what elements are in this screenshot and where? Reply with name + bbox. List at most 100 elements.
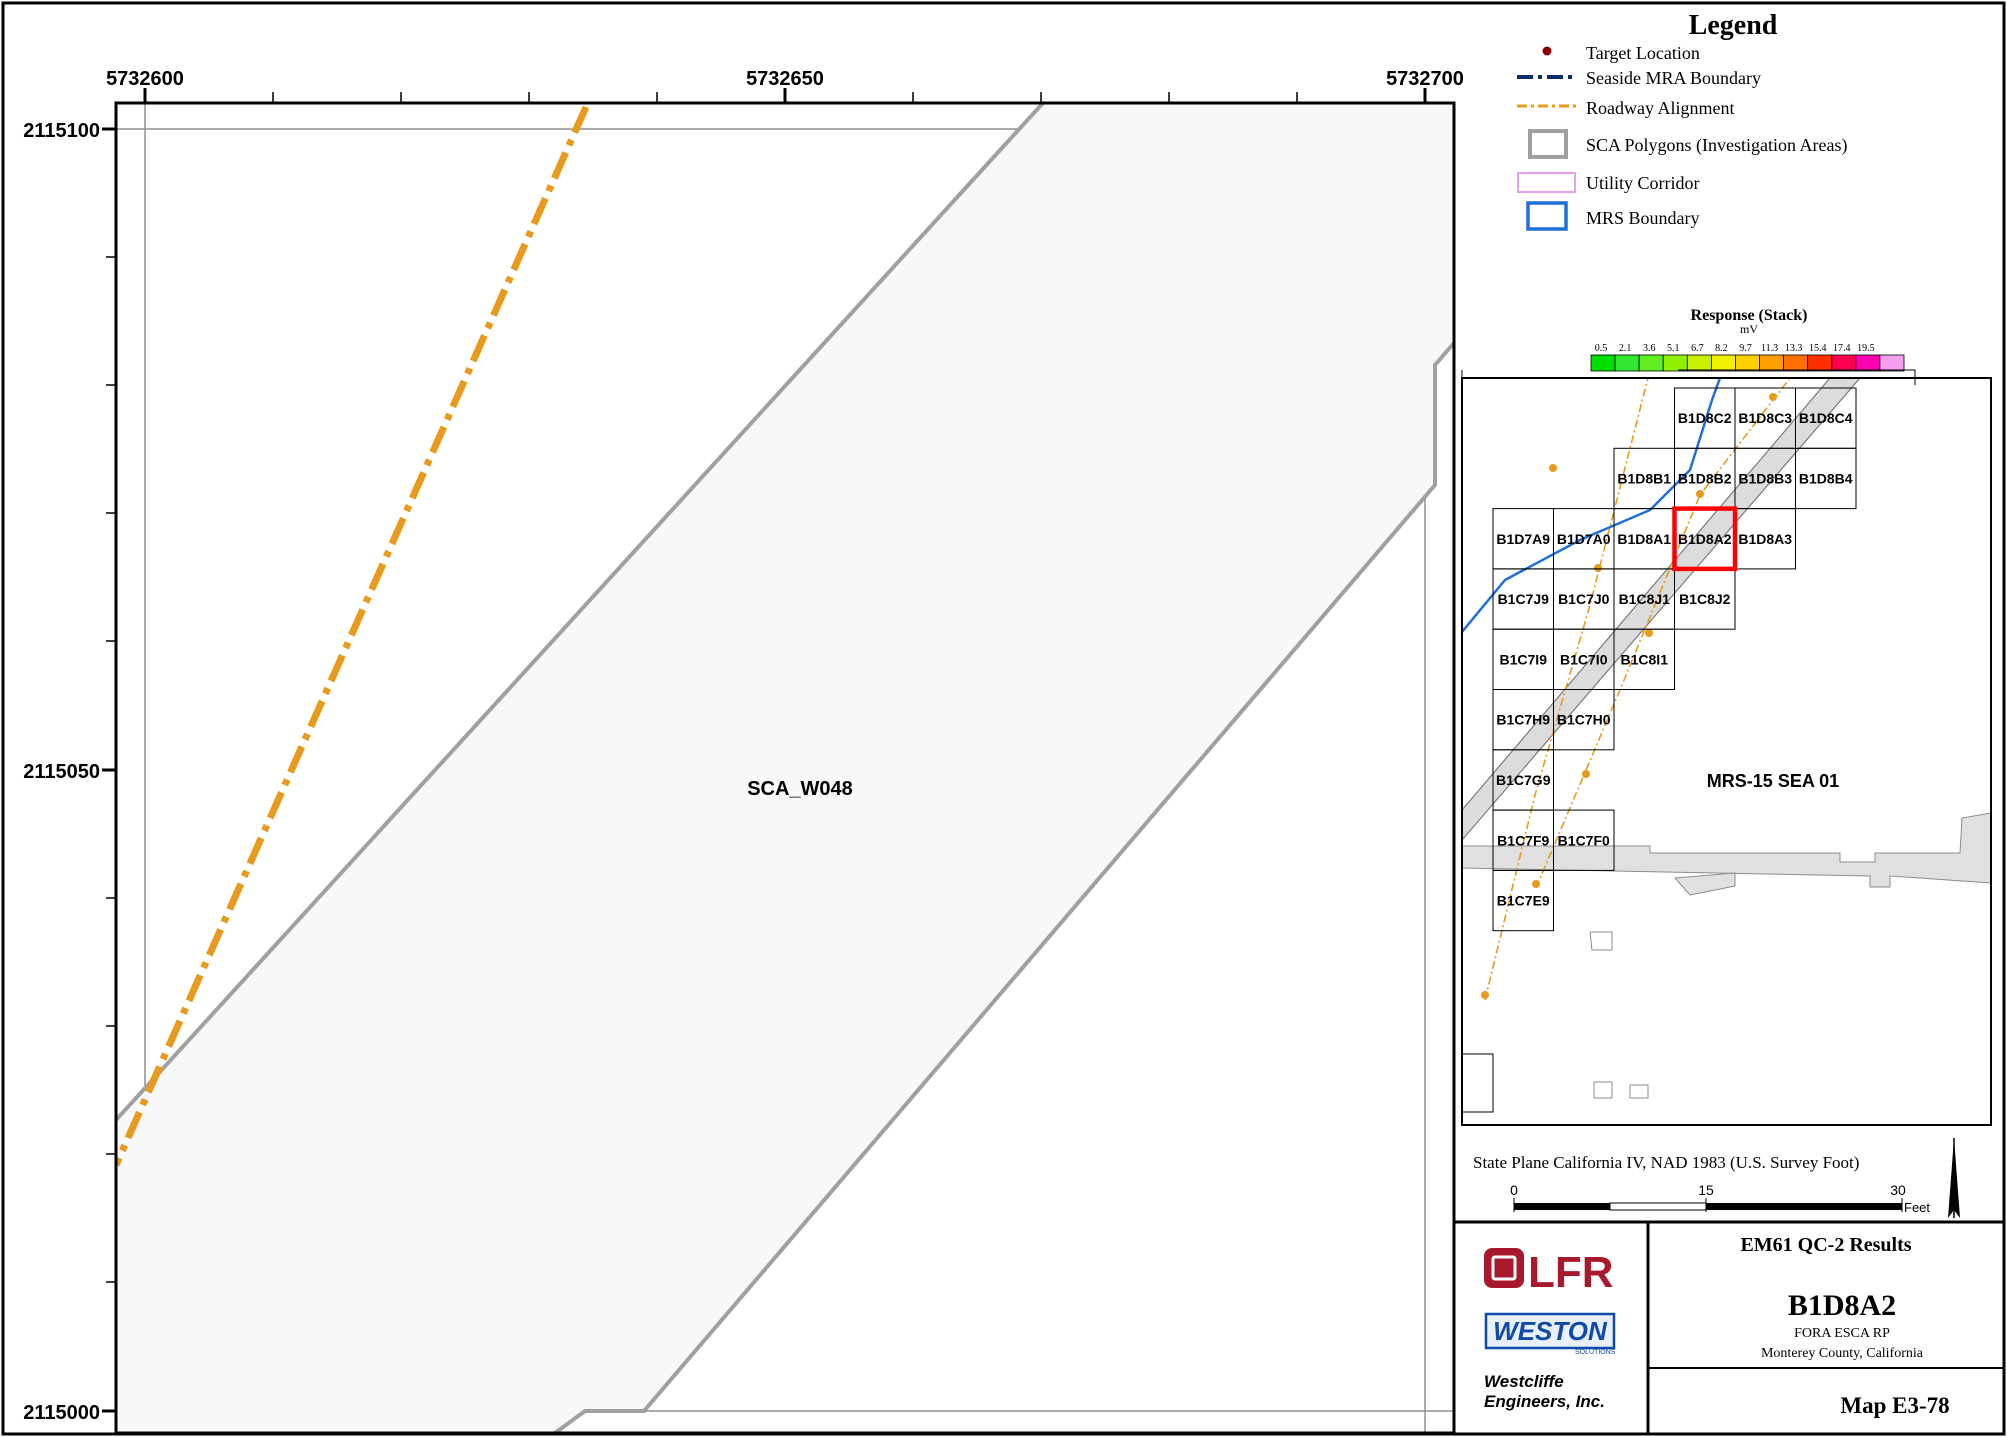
inset-grid-label: B1C7F9 [1497,832,1549,848]
response-scale-swatch [1614,354,1640,372]
response-scale-tick-label: 11.3 [1761,343,1778,354]
response-scale-swatch [1710,354,1736,372]
response-scale-tick-label: 8.2 [1715,343,1728,354]
highlighted-grid-outline [1672,506,1738,572]
legend-item-label: Utility Corridor [1586,173,1700,193]
inset-top-strip [1461,369,1916,385]
lfr-logo-mark-icon [1484,1248,1524,1288]
main-map: SCA_W048 5732600 5732650 5732700 [23,68,1464,1435]
response-scale-tick-label: 15.4 [1809,343,1827,354]
response-scale-tick-label: 19.5 [1857,343,1875,354]
map-number: Map E3-78 [1840,1393,1949,1418]
scale-unit-label: Feet [1904,1200,1930,1215]
inset-grid-label: B1C7I9 [1500,651,1548,667]
response-scale-tick-label: 3.6 [1643,343,1656,354]
inset-grid-label: B1D8C3 [1738,410,1792,426]
legend-title: Legend [1689,10,1778,41]
inset-roadway-markers [1481,393,1777,999]
parcel-feature [1673,872,1736,896]
inset-grid-label: B1C7I0 [1560,651,1608,667]
inset-grid-label: B1D8C2 [1678,410,1732,426]
response-scale-swatch [1686,354,1712,372]
inset-grid-label: B1C8J2 [1679,591,1731,607]
legend-item-label: Seaside MRA Boundary [1586,68,1761,88]
response-scale-tick-label: 6.7 [1691,343,1704,354]
response-scale-swatch [1807,354,1833,372]
y-tick-label-2: 2115050 [23,761,100,783]
response-scale-swatch [1735,354,1760,372]
x-tick-label-2: 5732650 [746,68,824,90]
y-tick-label-3: 2115000 [23,1402,100,1424]
response-scale-tick-label: 5.1 [1667,343,1680,354]
scale-tick-label: 0 [1510,1182,1518,1198]
parcel-feature [1629,1084,1649,1099]
target-location-icon [1542,46,1552,56]
project-name: FORA ESCA RP [1794,1326,1890,1341]
scale-bar-segment-3 [1706,1203,1902,1210]
inset-grid-cell [1553,689,1615,751]
response-scale-tick-label: 13.3 [1785,343,1803,354]
sca-polygon-edge-east [553,341,1454,1433]
mrs-boundary-icon [1526,201,1568,231]
roadway-alignment-line [116,105,590,1167]
response-scale: Response (Stack) mV 0.5 2.1 3.6 5.1 6.7 8.2 9.… [1590,307,1905,372]
x-tick-label-3: 5732700 [1386,68,1464,90]
inset-grid-label: B1C7E9 [1497,893,1550,909]
scale-tick-label: 15 [1698,1182,1714,1198]
parcel-feature [1462,1053,1494,1113]
inset-grid-cell [1492,869,1554,932]
response-scale-swatch [1879,354,1905,372]
legend-item-label: SCA Polygons (Investigation Areas) [1586,135,1848,156]
weston-logo-icon [1484,1312,1616,1350]
sca-area-label: SCA_W048 [747,778,853,800]
response-scale-unit: mV [1740,322,1758,336]
response-scale-tick-label: 17.4 [1833,343,1851,354]
inset-grid-cell [1613,628,1675,691]
inset-grid-label: B1C7G9 [1496,772,1551,788]
response-scale-swatch [1638,354,1664,372]
utility-corridor-icon [1517,172,1576,193]
weston-logo-text: WESTON [1493,1316,1608,1346]
project-location: Monterey County, California [1761,1346,1924,1361]
inset-grid-label: B1D8B3 [1738,470,1792,486]
y-ticks [102,127,116,1413]
inset-grid-label: B1C8J1 [1619,591,1671,607]
inset-grid-label: B1D8A1 [1617,531,1671,547]
response-scale-tick-label: 0.5 [1595,343,1608,354]
lfr-logo-text: LFR [1528,1248,1614,1297]
inset-grid-label: B1D8A2 [1678,531,1732,547]
company-name: Westcliffe Engineers, Inc. [1484,1372,1605,1411]
legend-item-label: Target Location [1586,43,1700,63]
legend-item-label: MRS Boundary [1586,208,1700,228]
response-scale-swatch [1590,354,1616,372]
x-tick-label-1: 5732600 [106,68,184,90]
inset-map: B1D8C2 B1D8C3 B1D8C4 B1D8B1 B1D8B2 B1D8B3 B1D8… [1461,369,1992,1126]
response-scale-tick-label: 2.1 [1619,343,1632,354]
parcel-feature [1593,1081,1613,1099]
projection-text: State Plane California IV, NAD 1983 (U.S… [1473,1153,1859,1172]
inset-grid-cell [1553,809,1615,871]
inset-grid-label: B1C7J0 [1558,591,1610,607]
inset-grid-label: B1D8C4 [1799,410,1853,426]
inset-grid-label: B1D8B1 [1617,470,1671,486]
weston-logo-sub: SOLUTIONS [1575,1349,1616,1356]
inset-grid-cell [1795,447,1857,510]
inset-grid-label: B1C8I1 [1621,651,1669,667]
y-tick-label-1: 2115100 [23,120,100,142]
response-scale-title: Response (Stack) [1691,307,1808,324]
response-scale-tick-label: 9.7 [1739,343,1752,354]
response-scale-swatch [1831,354,1857,372]
sca-polygon-fill [116,103,1454,1433]
sca-polygon-icon [1528,129,1568,159]
inset-grid-label: B1D7A9 [1496,531,1550,547]
x-ticks [143,88,1427,103]
inset-mrs-boundary [1462,378,1722,633]
inset-frame [1461,377,1992,1126]
inset-mrs-label: MRS-15 SEA 01 [1707,771,1839,791]
response-scale-swatches [1590,354,1905,372]
legend-item-label: Roadway Alignment [1586,98,1734,118]
scale-bar-block: State Plane California IV, NAD 1983 (U.S… [1473,1138,1960,1218]
inset-grid-label: B1D8B4 [1799,470,1853,486]
response-scale-swatch [1662,354,1688,372]
